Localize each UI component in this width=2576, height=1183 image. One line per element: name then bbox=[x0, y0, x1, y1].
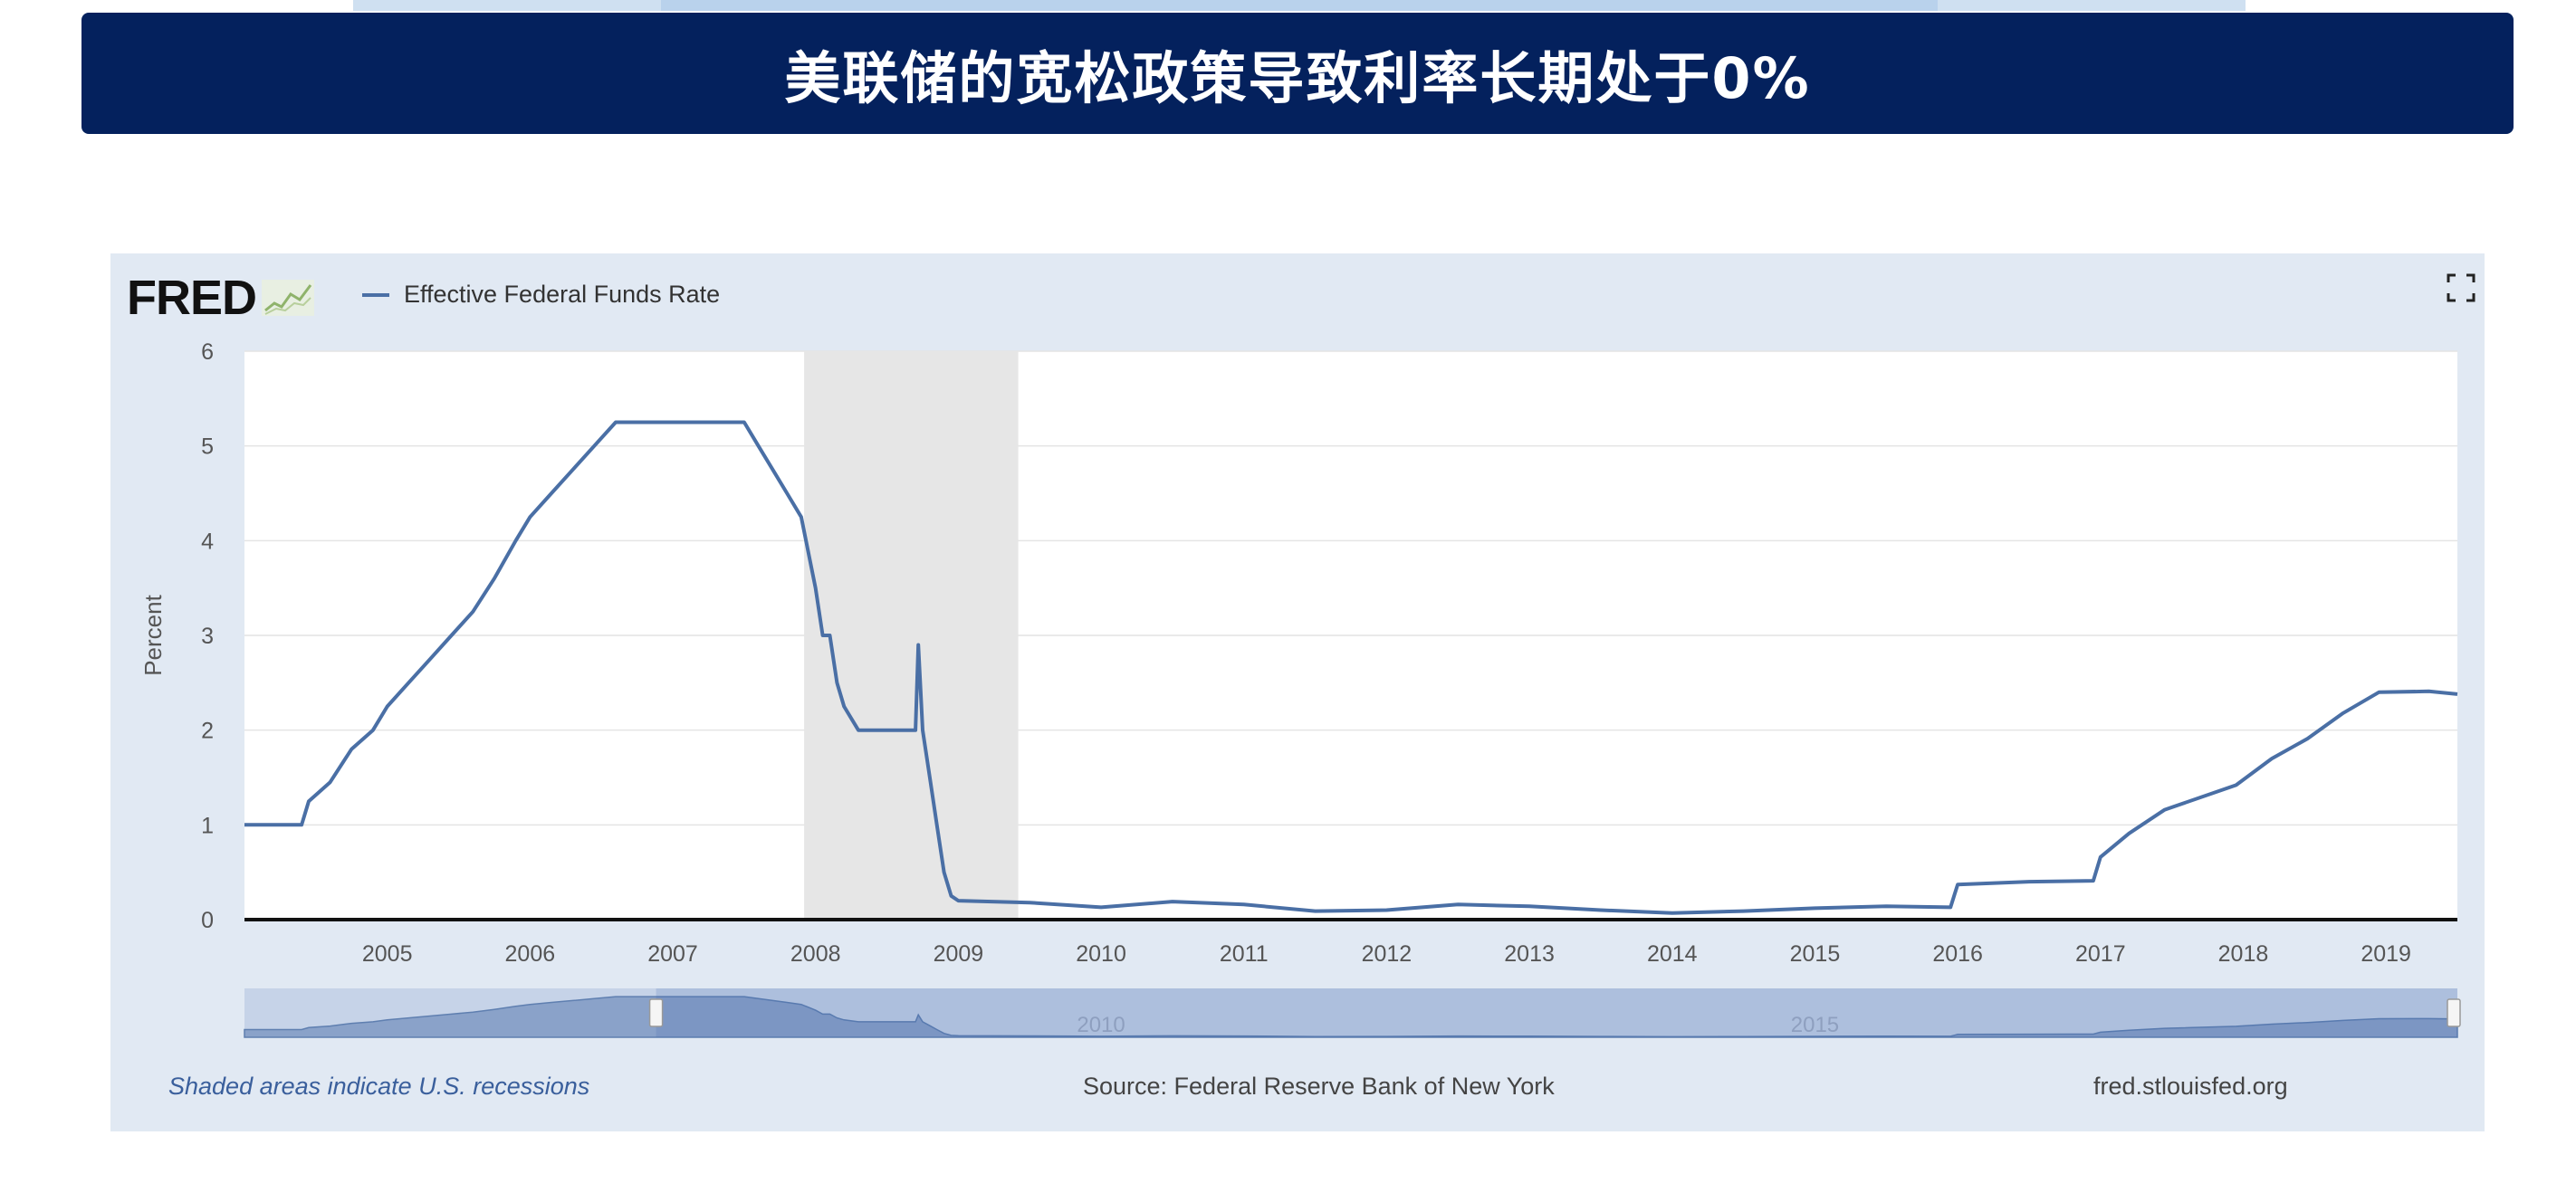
site-link[interactable]: fred.stlouisfed.org bbox=[2093, 1073, 2288, 1100]
x-tick-label: 2013 bbox=[1504, 941, 1555, 967]
x-tick-label: 2007 bbox=[647, 941, 698, 967]
top-strip-highlight bbox=[661, 0, 1938, 11]
y-tick-label: 5 bbox=[201, 434, 214, 460]
series-line bbox=[244, 420, 2458, 915]
fred-logo[interactable]: FRED bbox=[127, 266, 314, 329]
top-strip bbox=[353, 0, 2246, 11]
navigator-label: 2010 bbox=[1077, 1013, 1125, 1037]
fred-chart-panel: FRED Effective Federal Funds Rate 0 1 2 3 4 5… bbox=[110, 253, 2485, 1131]
y-tick-label: 1 bbox=[201, 813, 214, 838]
y-axis-title: Percent bbox=[139, 594, 167, 675]
y-tick-label: 6 bbox=[201, 339, 214, 365]
x-tick-label: 2014 bbox=[1647, 941, 1698, 967]
navigator-handle[interactable] bbox=[2447, 998, 2461, 1027]
legend-swatch bbox=[362, 292, 389, 297]
y-tick-label: 0 bbox=[201, 908, 214, 933]
x-tick-label: 2010 bbox=[1076, 941, 1126, 967]
x-tick-label: 2018 bbox=[2218, 941, 2269, 967]
chart-legend: Effective Federal Funds Rate bbox=[362, 281, 720, 309]
x-tick-label: 2008 bbox=[790, 941, 841, 967]
x-tick-label: 2005 bbox=[362, 941, 413, 967]
recession-note: Shaded areas indicate U.S. recessions bbox=[168, 1073, 590, 1100]
x-tick-label: 2012 bbox=[1362, 941, 1412, 967]
legend-label: Effective Federal Funds Rate bbox=[404, 281, 721, 308]
fullscreen-expand-icon[interactable] bbox=[2447, 273, 2475, 302]
y-tick-label: 3 bbox=[201, 624, 214, 649]
navigator-selection[interactable] bbox=[656, 988, 2457, 1037]
x-tick-label: 2011 bbox=[1220, 941, 1269, 967]
fred-logo-text: FRED bbox=[127, 271, 257, 325]
y-tick-label: 2 bbox=[201, 719, 214, 744]
slide-title: 美联储的宽松政策导致利率长期处于0% bbox=[784, 45, 1811, 111]
source-note: Source: Federal Reserve Bank of New York bbox=[1083, 1073, 1555, 1100]
slide-title-banner: 美联储的宽松政策导致利率长期处于0% bbox=[81, 13, 2514, 134]
x-tick-label: 2016 bbox=[1932, 941, 1983, 967]
navigator-label: 2015 bbox=[1791, 1013, 1839, 1037]
recession-shade bbox=[804, 351, 1019, 920]
x-tick-label: 2019 bbox=[2361, 941, 2411, 967]
navigator-series-area bbox=[244, 996, 2458, 1038]
main-chart: 0 1 2 3 4 5 6 2005 2006 2007 2008 2009 2010 2011 2012 2… bbox=[139, 339, 2461, 1038]
fred-logo-chart-icon bbox=[262, 280, 314, 316]
x-tick-label: 2015 bbox=[1790, 941, 1841, 967]
y-tick-label: 4 bbox=[201, 529, 214, 554]
x-tick-label: 2017 bbox=[2075, 941, 2126, 967]
navigator-handle[interactable] bbox=[648, 998, 664, 1027]
x-tick-label: 2006 bbox=[505, 941, 556, 967]
x-tick-label: 2009 bbox=[934, 941, 984, 967]
